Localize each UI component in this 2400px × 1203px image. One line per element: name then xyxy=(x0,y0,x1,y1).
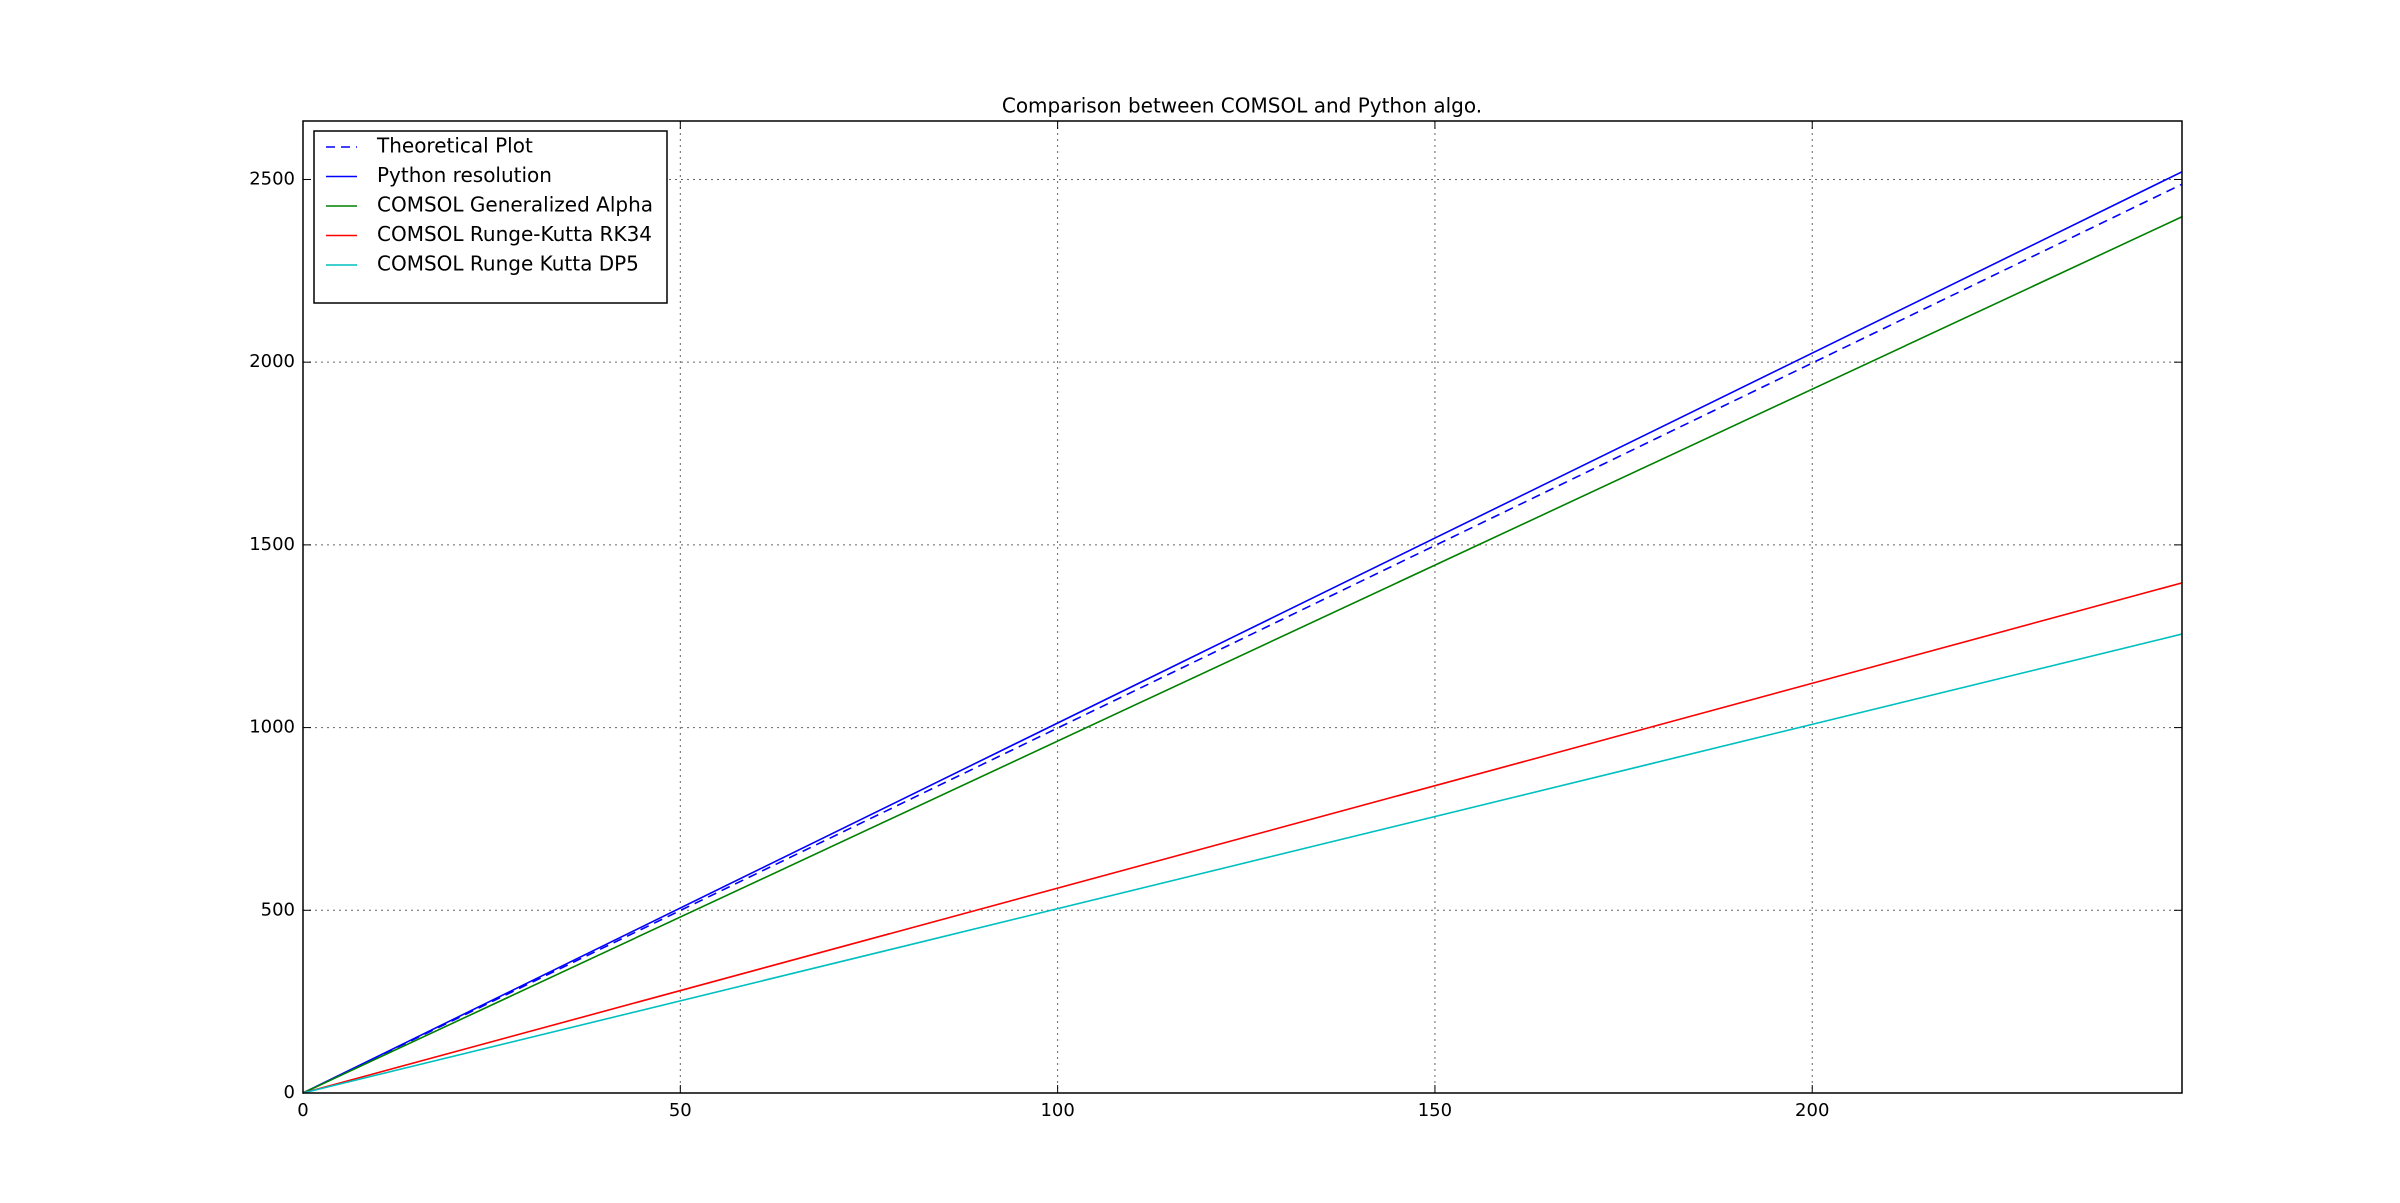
x-tick-label: 50 xyxy=(669,1100,692,1121)
y-tick-label: 2500 xyxy=(249,168,295,189)
legend-label: Theoretical Plot xyxy=(376,134,533,158)
series-line xyxy=(302,183,2183,1094)
plot-frame xyxy=(302,120,2183,1094)
legend-label: Python resolution xyxy=(377,163,552,187)
legend-label: COMSOL Runge-Kutta RK34 xyxy=(377,222,652,246)
x-tick-label: 0 xyxy=(297,1100,308,1121)
x-tick-label: 100 xyxy=(1040,1100,1074,1121)
y-tick-label: 500 xyxy=(261,899,295,920)
series-line xyxy=(302,582,2183,1094)
y-tick-label: 1500 xyxy=(249,534,295,555)
y-tick-label: 1000 xyxy=(249,717,295,738)
y-tick-label: 2000 xyxy=(249,351,295,372)
legend-label: COMSOL Generalized Alpha xyxy=(377,193,653,217)
series-line xyxy=(302,633,2183,1094)
x-tick-label: 150 xyxy=(1418,1100,1452,1121)
series-line xyxy=(302,171,2183,1094)
y-tick-label: 0 xyxy=(284,1082,295,1103)
series-line xyxy=(302,216,2183,1094)
x-tick-label: 200 xyxy=(1795,1100,1829,1121)
legend-label: COMSOL Runge Kutta DP5 xyxy=(377,252,639,276)
legend-box xyxy=(313,130,668,304)
chart-title: Comparison between COMSOL and Python alg… xyxy=(1002,94,1482,118)
